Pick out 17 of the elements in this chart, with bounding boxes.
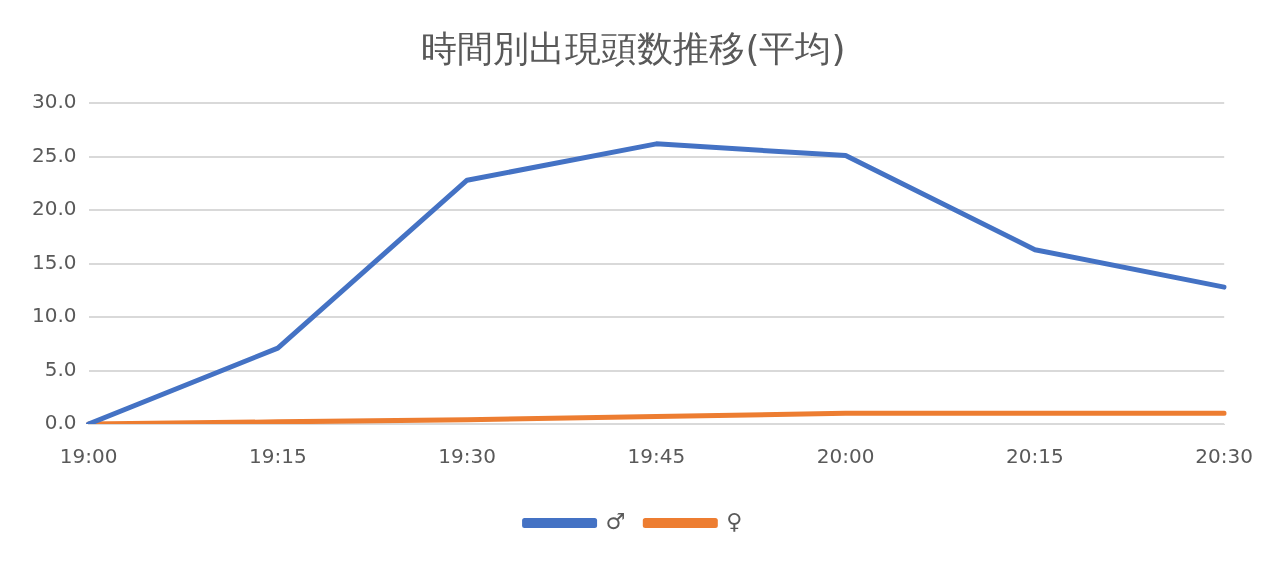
x-tick-label: 19:15 (248, 444, 307, 469)
y-tick-label: 20.0 (32, 196, 77, 221)
y-tick-label: 30.0 (32, 89, 77, 114)
x-tick-label: 19:30 (438, 444, 496, 469)
y-tick-label: 0.0 (44, 410, 77, 435)
x-tick-label: 19:45 (627, 444, 686, 469)
y-tick-label: 5.0 (44, 356, 77, 381)
y-tick-label: 10.0 (32, 303, 77, 328)
x-tick-label: 20:15 (1006, 444, 1064, 469)
chart-title: 時間別出現頭数推移(平均) (421, 27, 846, 69)
y-tick-label: 15.0 (32, 249, 77, 274)
x-tick-label: 20:30 (1195, 444, 1253, 469)
x-tick-label: 19:00 (59, 444, 118, 469)
x-tick-label: 20:00 (816, 444, 875, 469)
legend-label: ♂ (605, 508, 626, 534)
y-tick-label: 25.0 (32, 142, 77, 167)
legend-label: ♀ (726, 508, 743, 534)
